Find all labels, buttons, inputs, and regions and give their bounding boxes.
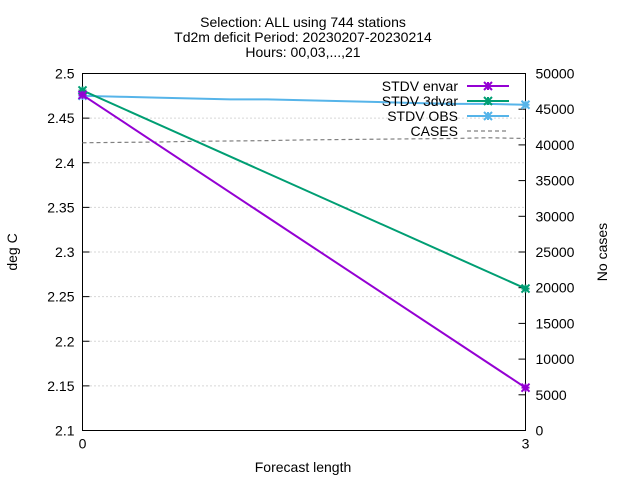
y-tick-label: 2.35: [47, 199, 74, 215]
y-tick-label: 2.45: [47, 110, 74, 126]
series-stdv-obs: [77, 91, 531, 110]
data-point-stdv-3dvar: [520, 283, 531, 294]
series-line-stdv-envar: [81, 94, 527, 389]
legend-marker: [483, 81, 493, 91]
series-line-stdv-3dvar: [82, 89, 526, 290]
y2-tick-label: 50000: [536, 66, 575, 82]
data-point-stdv-envar: [520, 382, 531, 393]
legend-label: STDV 3dvar: [382, 93, 459, 109]
legend-item-stdv-envar: STDV envar: [382, 78, 509, 94]
y-tick-label: 2.5: [55, 66, 75, 82]
legend-label: STDV OBS: [387, 108, 458, 124]
y-tick-label: 2.3: [55, 244, 75, 260]
x-axis-label: Forecast length: [255, 459, 352, 475]
y2-tick-label: 25000: [536, 244, 575, 260]
y2-tick-label: 5000: [536, 387, 567, 403]
title-line-3: Hours: 00,03,...,21: [245, 44, 360, 60]
grid: [82, 117, 526, 387]
y2-tick-label: 20000: [536, 280, 575, 296]
y2-tick-label: 0: [536, 423, 544, 439]
series-line-cases: [82, 137, 526, 144]
y2-tick-label: 30000: [536, 208, 575, 224]
y-tick-label: 2.15: [47, 378, 74, 394]
legend-item-stdv-3dvar: STDV 3dvar: [382, 93, 509, 109]
legend-label: STDV envar: [382, 78, 459, 94]
y2-tick-label: 15000: [536, 315, 575, 331]
x-tick-label: 0: [79, 436, 87, 452]
legend-marker: [483, 111, 493, 121]
y2-axis: 0 5000 10000 15000 20000 25000 30000 35000 40000…: [518, 66, 575, 439]
y2-tick-label: 35000: [536, 173, 575, 189]
series-stdv-envar: [77, 90, 531, 393]
data-point-stdv-envar: [77, 90, 88, 100]
series-layer: [77, 85, 531, 393]
y-axis: 2.1 2.15 2.2 2.25 2.3 2.35 2.4 2.45 2.5: [47, 66, 90, 439]
y-axis-label: deg C: [4, 233, 20, 270]
y-tick-label: 2.4: [55, 155, 75, 171]
title-line-1: Selection: ALL using 744 stations: [200, 14, 406, 30]
series-stdv-3dvar: [77, 85, 531, 294]
y2-tick-label: 10000: [536, 351, 575, 367]
title-line-2: Td2m deficit Period: 20230207-20230214: [174, 29, 432, 45]
data-point-stdv-obs: [520, 100, 531, 110]
y-tick-label: 2.1: [55, 423, 75, 439]
legend-label: CASES: [411, 123, 458, 139]
y2-axis-label: No cases: [594, 223, 610, 281]
legend-item-stdv-obs: STDV OBS: [387, 108, 509, 124]
y-tick-label: 2.25: [47, 289, 74, 305]
y-tick-label: 2.2: [55, 333, 75, 349]
series-line-stdv-obs: [82, 94, 526, 106]
data-point-stdv-3dvar: [77, 85, 88, 96]
series-cases: [82, 137, 526, 144]
legend-item-cases: CASES: [411, 123, 509, 139]
y2-tick-label: 40000: [536, 137, 575, 153]
legend-marker: [483, 96, 493, 106]
y2-tick-label: 45000: [536, 101, 575, 117]
chart-title: Selection: ALL using 744 stations Td2m d…: [174, 14, 432, 60]
x-tick-label: 3: [522, 436, 530, 452]
